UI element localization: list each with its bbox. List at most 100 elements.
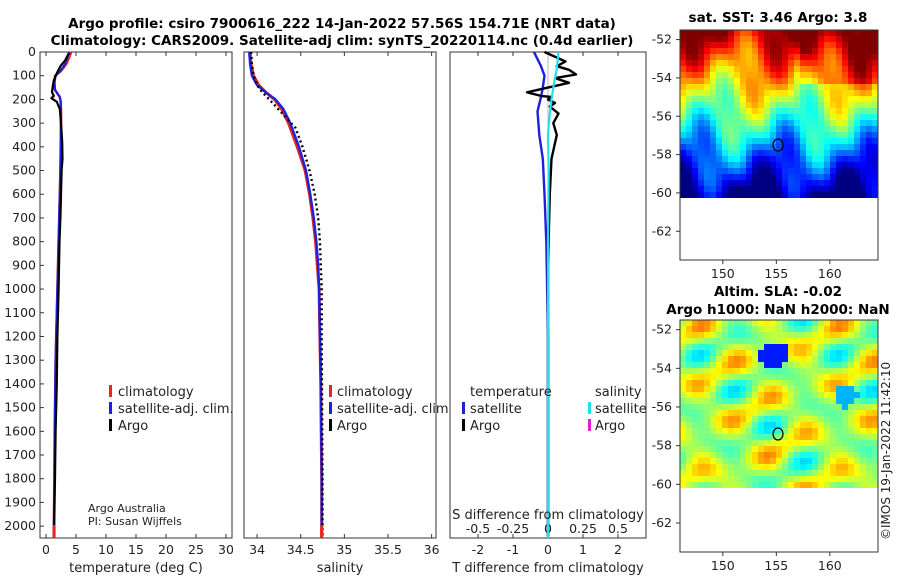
sla-cell <box>722 356 728 362</box>
sst-cell <box>836 30 842 36</box>
sst-cell <box>752 132 758 138</box>
sst-cell <box>716 174 722 180</box>
sst-cell <box>818 60 824 66</box>
sla-cell <box>788 410 794 416</box>
sla-cell <box>764 476 770 482</box>
sst-cell <box>728 120 734 126</box>
sst-cell <box>824 36 830 42</box>
sst-cell <box>758 132 764 138</box>
sst-cell <box>692 138 698 144</box>
sla-cell <box>728 392 734 398</box>
sst-cell <box>788 186 794 192</box>
sst-cell <box>866 126 872 132</box>
sla-cell <box>734 458 740 464</box>
sst-cell <box>692 66 698 72</box>
sst-cell <box>866 90 872 96</box>
sst-cell <box>722 36 728 42</box>
sst-cell <box>698 114 704 120</box>
sst-cell <box>800 84 806 90</box>
sla-cell <box>854 344 860 350</box>
sla-cell <box>788 332 794 338</box>
sst-cell <box>716 78 722 84</box>
sla-cell <box>734 380 740 386</box>
sst-cell <box>842 48 848 54</box>
sst-cell <box>758 162 764 168</box>
sla-cell <box>764 380 770 386</box>
sla-cell <box>710 482 716 488</box>
sla-cell <box>758 458 764 464</box>
sst-cell <box>752 138 758 144</box>
sst-cell <box>788 36 794 42</box>
sst-cell <box>740 102 746 108</box>
sst-cell <box>692 96 698 102</box>
sst-cell <box>830 90 836 96</box>
sst-cell <box>728 114 734 120</box>
sst-cell <box>806 60 812 66</box>
sla-cell <box>812 344 818 350</box>
sst-cell <box>734 60 740 66</box>
sst-cell <box>872 96 878 102</box>
sla-cell <box>698 434 704 440</box>
sla-cell <box>866 380 872 386</box>
sla-cell <box>872 416 878 422</box>
sla-cell <box>872 350 878 356</box>
sst-cell <box>752 42 758 48</box>
sla-cell <box>818 374 824 380</box>
sst-cell <box>836 90 842 96</box>
sla-cell <box>836 344 842 350</box>
sst-cell <box>872 192 878 198</box>
sla-cell <box>842 446 848 452</box>
sla-cell <box>788 344 794 350</box>
sst-cell <box>806 78 812 84</box>
sst-cell <box>806 126 812 132</box>
sla-cell <box>776 344 782 350</box>
sla-cell <box>770 464 776 470</box>
sst-cell <box>734 66 740 72</box>
sla-cell <box>836 350 842 356</box>
sla-cell <box>782 458 788 464</box>
sst-cell <box>794 174 800 180</box>
sst-cell <box>788 42 794 48</box>
sst-cell <box>764 78 770 84</box>
sst-cell <box>692 84 698 90</box>
sla-cell <box>764 434 770 440</box>
depth-tick-label: 900 <box>12 257 36 272</box>
sla-cell <box>776 458 782 464</box>
sla-cell <box>830 362 836 368</box>
sst-cell <box>764 150 770 156</box>
sla-cell <box>866 464 872 470</box>
sst-cell <box>818 120 824 126</box>
sla-cell <box>806 320 812 326</box>
sla-cell <box>746 428 752 434</box>
sst-cell <box>872 90 878 96</box>
sst-cell <box>806 102 812 108</box>
sla-cell <box>758 386 764 392</box>
sla-cell <box>710 464 716 470</box>
sla-cell <box>860 470 866 476</box>
salinity-legend: climatology satellite-adj. clim. Argo <box>329 385 453 434</box>
sla-cell <box>782 464 788 470</box>
sla-cell <box>698 470 704 476</box>
sst-cell <box>854 54 860 60</box>
sst-cell <box>872 126 878 132</box>
sst-cell <box>860 30 866 36</box>
sst-cell <box>854 126 860 132</box>
sst-cell <box>794 36 800 42</box>
sla-cell <box>746 404 752 410</box>
sla-cell <box>746 464 752 470</box>
sla-cell <box>704 458 710 464</box>
sla-cell <box>728 452 734 458</box>
sla-cell <box>776 362 782 368</box>
sla-cell <box>782 320 788 326</box>
sla-cell <box>824 410 830 416</box>
sst-cell <box>854 60 860 66</box>
sst-cell <box>848 54 854 60</box>
sla-cell <box>710 332 716 338</box>
sst-cell <box>746 96 752 102</box>
sla-cell <box>746 416 752 422</box>
sst-cell <box>776 102 782 108</box>
sst-cell <box>776 168 782 174</box>
sst-cell <box>740 192 746 198</box>
sla-cell <box>686 380 692 386</box>
series-line-argo <box>50 52 70 536</box>
